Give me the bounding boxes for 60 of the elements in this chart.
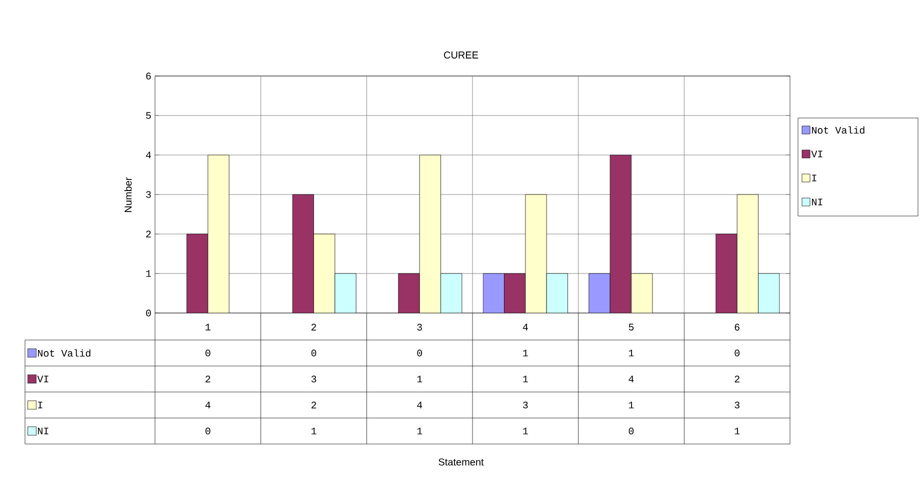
data-label: 3 [734, 402, 740, 408]
data-label: 0 [206, 350, 210, 356]
y-tick-label: 0 [146, 310, 151, 316]
data-label: 1 [523, 350, 528, 356]
y-tick-label: 3 [146, 191, 151, 198]
data-label: 2 [734, 376, 740, 382]
bar [186, 234, 208, 313]
bar [314, 234, 336, 313]
bar [525, 194, 547, 313]
legend-label: Not Valid [812, 126, 864, 134]
data-label: 1 [628, 350, 634, 356]
data-label: 1 [523, 376, 528, 382]
data-label: 2 [206, 376, 210, 382]
bar [292, 194, 314, 313]
x-tick-label: 3 [417, 324, 422, 331]
legend-label: VI [811, 150, 822, 158]
text: VI [37, 376, 48, 382]
y-tick-label: 5 [146, 112, 151, 119]
bar [736, 194, 758, 313]
data-label: 4 [628, 376, 634, 382]
text: Not Valid [38, 349, 90, 357]
text: I [38, 402, 42, 408]
bar [419, 154, 441, 313]
data-label: 1 [312, 428, 316, 434]
bar [610, 154, 632, 313]
x-tick-label: 2 [311, 324, 316, 330]
data-label: 4 [205, 402, 210, 408]
data-label: 0 [311, 350, 316, 356]
bar [208, 154, 230, 313]
text: NI [38, 428, 48, 434]
x-tick-label: 6 [734, 324, 740, 331]
data-label: 3 [311, 376, 316, 382]
y-tick-label: 2 [146, 230, 151, 238]
data-label: 0 [206, 428, 210, 434]
legend-label: NI [812, 198, 822, 206]
legend-label: I [812, 174, 816, 182]
data-label: 1 [417, 428, 422, 434]
x-tick-label: 1 [206, 324, 210, 330]
bar [504, 273, 526, 313]
data-label: 0 [734, 350, 740, 356]
data-label: 0 [417, 350, 422, 356]
y-axis-title: Number [124, 177, 132, 212]
y-tick-label: 4 [146, 152, 151, 158]
data-label: 4 [417, 402, 422, 408]
data-label: 0 [628, 428, 634, 434]
y-tick-label: 1 [146, 270, 151, 277]
data-label: 1 [417, 376, 422, 382]
data-label: 2 [312, 402, 316, 408]
chart-title: CUREE [444, 51, 478, 59]
data-label: 1 [734, 428, 740, 434]
data-label: 3 [523, 402, 528, 408]
bar [398, 273, 420, 313]
bar [716, 234, 738, 313]
text: Statement [438, 458, 484, 466]
x-tick-label: 4 [522, 324, 528, 330]
data-label: 1 [628, 402, 634, 408]
x-tick-label: 5 [628, 324, 634, 330]
y-tick-label: 6 [146, 72, 151, 80]
data-label: 1 [523, 428, 528, 434]
bar [631, 273, 653, 313]
